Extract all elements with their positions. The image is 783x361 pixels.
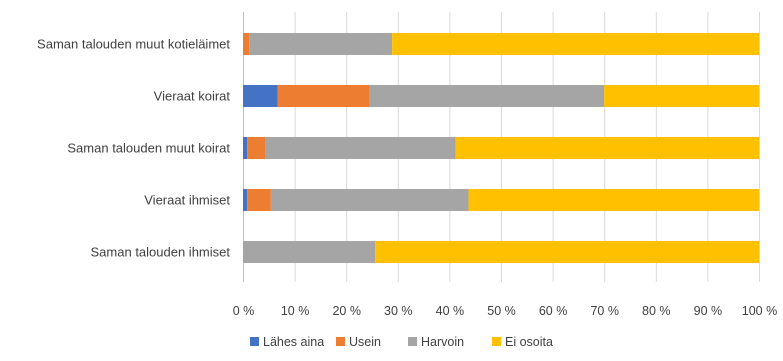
legend-swatch <box>250 337 259 346</box>
x-tick-label: 30 % <box>384 304 413 318</box>
bar-segment <box>247 137 266 159</box>
x-tick-label: 20 % <box>332 304 361 318</box>
bar-segment <box>265 137 456 159</box>
category-label: Saman talouden muut kotieläimet <box>37 37 230 52</box>
bar-segment <box>243 137 248 159</box>
x-tick-label: 100 % <box>742 304 777 318</box>
bar-segment <box>243 241 376 263</box>
x-tick-label: 10 % <box>281 304 310 318</box>
category-label: Saman talouden ihmiset <box>91 245 231 260</box>
category-labels: Saman talouden muut kotieläimet Vieraat k… <box>37 37 230 260</box>
x-tick-label: 80 % <box>642 304 671 318</box>
bar-segment <box>455 137 759 159</box>
category-label: Saman talouden muut koirat <box>67 141 230 156</box>
x-tick-label: 70 % <box>590 304 619 318</box>
category-label: Vieraat ihmiset <box>144 193 230 208</box>
legend-item: Usein <box>336 335 381 349</box>
x-axis-ticks: 0 % 10 % 20 % 30 % 40 % 50 % 60 % 70 % 80 % 90 % 1… <box>233 304 778 318</box>
bar-segment <box>369 85 605 107</box>
bar-segment <box>247 189 271 211</box>
x-tick-label: 90 % <box>694 304 723 318</box>
legend-item: Harvoin <box>408 335 464 349</box>
legend-item: Lähes aina <box>250 335 324 349</box>
legend-swatch <box>492 337 501 346</box>
bar-segment <box>604 85 759 107</box>
legend-label: Ei osoita <box>505 335 553 349</box>
category-label: Vieraat koirat <box>154 89 231 104</box>
legend-item: Ei osoita <box>492 335 553 349</box>
legend-label: Usein <box>349 335 381 349</box>
bar-segment <box>243 189 248 211</box>
bar-segment <box>277 85 370 107</box>
legend-swatch <box>408 337 417 346</box>
legend-swatch <box>336 337 345 346</box>
bar-segment <box>243 33 250 55</box>
x-tick-label: 40 % <box>436 304 465 318</box>
bar-segment <box>249 33 393 55</box>
bar-segment <box>468 189 759 211</box>
x-tick-label: 60 % <box>539 304 568 318</box>
bar-segment <box>270 189 469 211</box>
legend: Lähes aina Usein Harvoin Ei osoita <box>250 335 553 349</box>
legend-label: Harvoin <box>421 335 464 349</box>
bars <box>243 33 759 263</box>
x-tick-label: 50 % <box>487 304 516 318</box>
bar-segment <box>243 85 278 107</box>
bar-segment <box>392 33 759 55</box>
x-tick-label: 0 % <box>233 304 255 318</box>
bar-segment <box>375 241 759 263</box>
legend-label: Lähes aina <box>263 335 324 349</box>
